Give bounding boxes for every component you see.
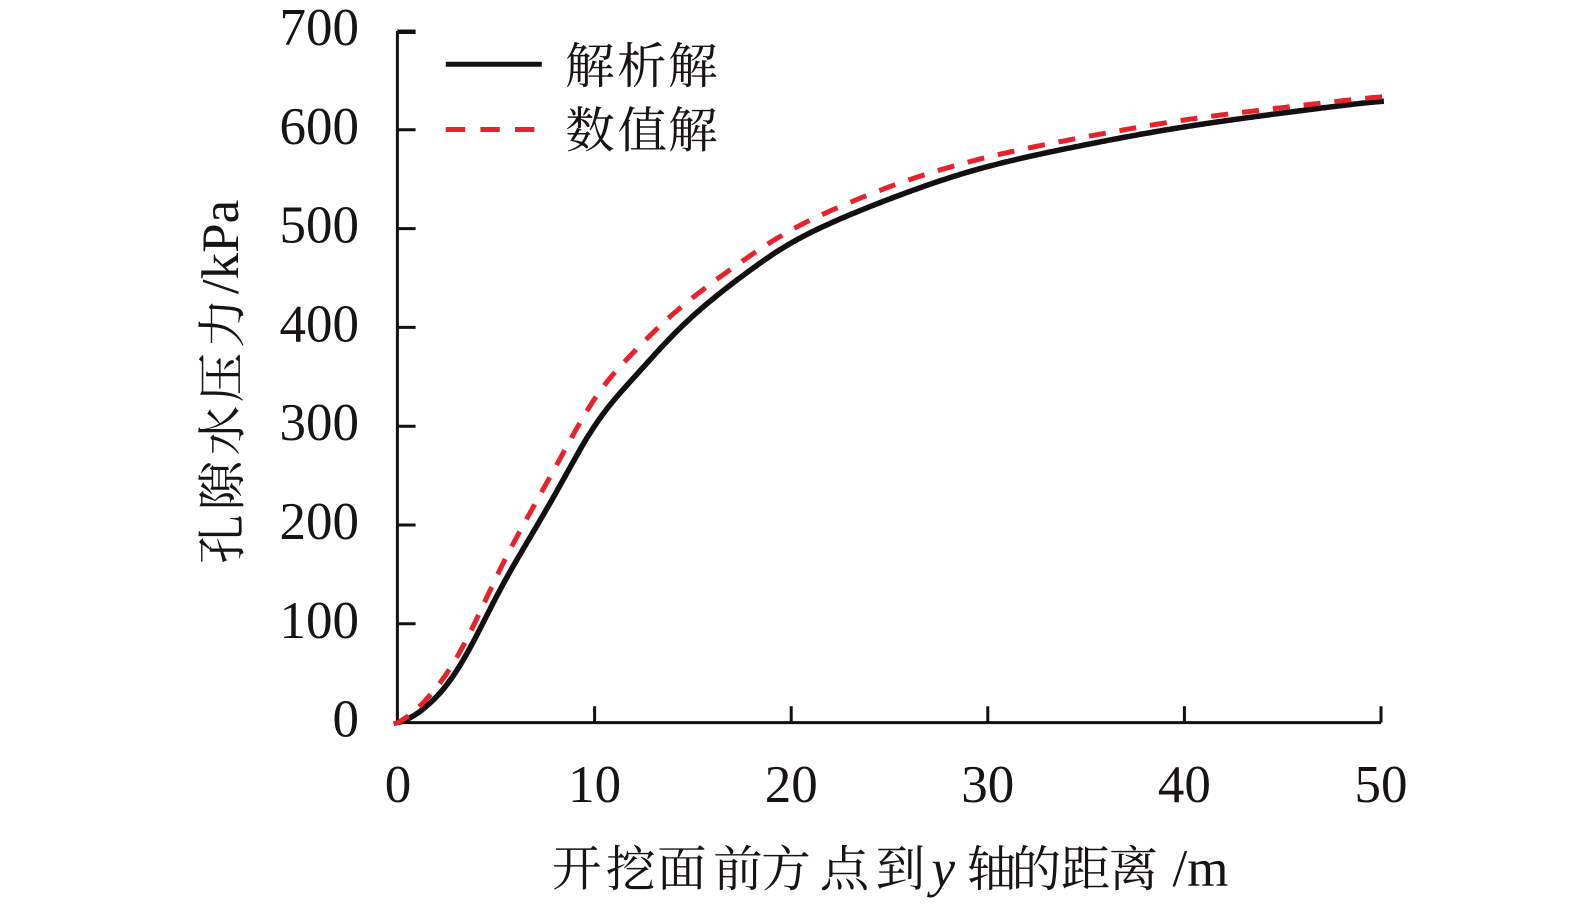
svg-text:10: 10	[568, 756, 621, 814]
svg-text:50: 50	[1355, 756, 1408, 814]
svg-text:0: 0	[385, 756, 412, 814]
svg-text:0: 0	[333, 691, 360, 749]
svg-text:40: 40	[1158, 756, 1211, 814]
svg-text:500: 500	[280, 197, 360, 255]
svg-text:30: 30	[961, 756, 1014, 814]
svg-text:100: 100	[280, 592, 360, 650]
svg-text:20: 20	[765, 756, 818, 814]
svg-text:/m: /m	[1173, 840, 1229, 898]
svg-text:y: y	[927, 840, 956, 898]
svg-text:700: 700	[280, 0, 360, 57]
svg-text:400: 400	[280, 295, 360, 353]
svg-text:300: 300	[280, 394, 360, 452]
svg-text:/kPa: /kPa	[192, 200, 250, 294]
svg-text:200: 200	[280, 493, 360, 551]
svg-text:600: 600	[280, 98, 360, 156]
